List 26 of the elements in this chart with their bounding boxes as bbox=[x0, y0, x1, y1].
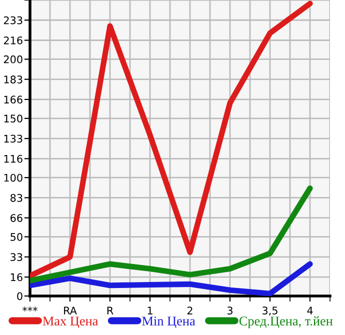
y-tick-label: 33 bbox=[10, 253, 22, 262]
legend-label: Max Цена bbox=[42, 316, 98, 328]
x-tick-label: 3 bbox=[227, 306, 232, 314]
x-tick-label: 4 bbox=[307, 306, 313, 314]
x-tick-label: RA bbox=[64, 306, 77, 314]
x-tick-label: 1 bbox=[148, 306, 152, 314]
legend-label: Сред.Цена, т.йен bbox=[239, 316, 333, 328]
x-tick-label: 3,5 bbox=[262, 306, 278, 316]
y-tick-label: 116 bbox=[4, 154, 22, 163]
y-tick-label: 50 bbox=[10, 233, 22, 241]
y-tick-label: 100 bbox=[4, 174, 22, 182]
y-tick-label: 83 bbox=[10, 194, 22, 202]
y-tick-label: 16 bbox=[10, 273, 22, 282]
x-tick-label: 2 bbox=[187, 306, 192, 314]
y-tick-label: 166 bbox=[4, 96, 22, 104]
y-tick-label: 133 bbox=[4, 134, 22, 143]
y-tick-label: 233 bbox=[4, 16, 22, 24]
x-tick-label: R bbox=[107, 306, 114, 314]
y-tick-label: 150 bbox=[4, 114, 22, 123]
y-tick-label: 200 bbox=[4, 55, 22, 64]
y-tick-label: 216 bbox=[4, 36, 22, 44]
x-tick-label: *** bbox=[22, 306, 38, 312]
legend-label: Min Цена bbox=[142, 316, 196, 328]
y-tick-label: 0 bbox=[17, 292, 22, 300]
y-tick-label: 183 bbox=[4, 76, 22, 84]
y-tick-label: 66 bbox=[10, 214, 22, 222]
